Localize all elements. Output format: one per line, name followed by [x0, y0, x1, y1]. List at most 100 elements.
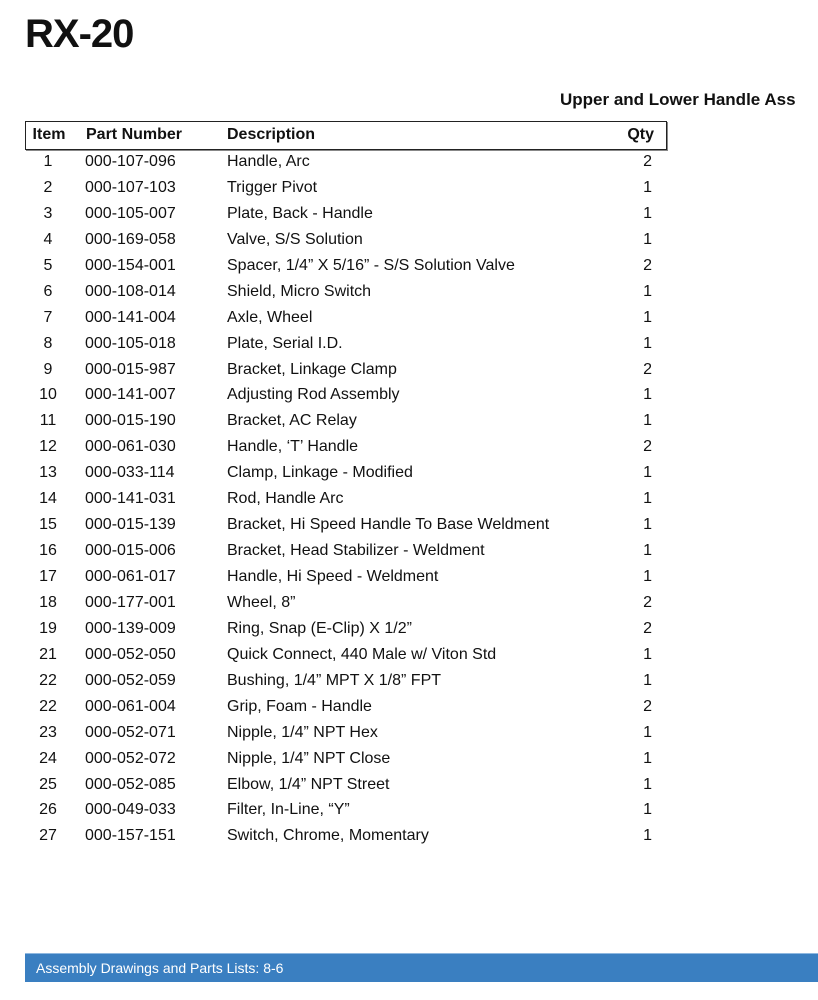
table-row: 19 000-139-009 Ring, Snap (E-Clip) X 1/2” 2 — [25, 617, 667, 643]
qty-cell: 1 — [643, 749, 652, 767]
qty-cell: 1 — [643, 827, 652, 845]
description-cell: Handle, Hi Speed - Weldment — [227, 568, 439, 585]
description-cell: Axle, Wheel — [227, 308, 313, 326]
item-cell: 26 — [39, 801, 57, 819]
qty-cell: 1 — [643, 516, 652, 534]
description-cell: Bracket, Head Stabilizer - Weldment — [227, 542, 485, 560]
item-cell: 15 — [39, 516, 57, 534]
item-cell: 4 — [43, 230, 53, 248]
description-cell: Bushing, 1/4” MPT X 1/8” FPT — [227, 671, 442, 689]
item-cell: 22 — [39, 697, 57, 715]
footer-bar: Assembly Drawings and Parts Lists: 8-6 — [25, 953, 818, 982]
description-cell: Nipple, 1/4” NPT Hex — [227, 723, 378, 741]
table-row: 10 000-141-007 Adjusting Rod Assembly 1 — [25, 383, 667, 409]
description-cell: Bracket, Hi Speed Handle To Base Weldmen… — [227, 516, 550, 534]
qty-cell: 1 — [643, 464, 652, 482]
qty-cell: 1 — [643, 568, 652, 585]
qty-cell: 2 — [643, 360, 652, 378]
description-cell: Handle, ‘T’ Handle — [227, 438, 359, 456]
header-item: Item — [32, 126, 66, 143]
part-number-cell: 000-061-030 — [85, 438, 176, 456]
header-qty: Qty — [627, 126, 654, 143]
qty-cell: 1 — [643, 801, 652, 819]
item-cell: 17 — [39, 568, 57, 585]
table-row: 26 000-049-033 Filter, In-Line, “Y” 1 — [25, 798, 667, 824]
qty-cell: 1 — [643, 671, 652, 689]
qty-cell: 2 — [643, 153, 652, 170]
qty-cell: 2 — [643, 697, 652, 715]
part-number-cell: 000-061-017 — [85, 568, 176, 585]
table-row: 24 000-052-072 Nipple, 1/4” NPT Close 1 — [25, 747, 667, 773]
item-cell: 3 — [43, 204, 53, 222]
footer-text: Assembly Drawings and Parts Lists: 8-6 — [36, 960, 284, 976]
part-number-cell: 000-157-151 — [85, 827, 176, 845]
item-cell: 12 — [39, 438, 57, 456]
part-number-cell: 000-107-103 — [85, 178, 176, 196]
part-number-cell: 000-108-014 — [85, 282, 176, 300]
qty-cell: 2 — [643, 256, 652, 274]
description-cell: Bracket, Linkage Clamp — [227, 360, 397, 378]
table-row: 22 000-061-004 Grip, Foam - Handle 2 — [25, 695, 667, 721]
header-description: Description — [227, 126, 316, 143]
header-part-number: Part Number — [86, 126, 183, 143]
qty-cell: 2 — [643, 619, 652, 637]
part-number-cell: 000-169-058 — [85, 230, 176, 248]
item-cell: 25 — [39, 775, 57, 793]
part-number-cell: 000-015-006 — [85, 542, 176, 560]
description-cell: Grip, Foam - Handle — [227, 697, 372, 715]
item-cell: 9 — [43, 360, 53, 378]
item-cell: 10 — [39, 386, 57, 404]
part-number-cell: 000-141-007 — [85, 386, 176, 404]
description-cell: Valve, S/S Solution — [227, 230, 363, 248]
table-row: 22 000-052-059 Bushing, 1/4” MPT X 1/8” FP… — [25, 669, 667, 695]
part-number-cell: 000-141-004 — [85, 308, 176, 326]
part-number-cell: 000-015-139 — [85, 516, 176, 534]
part-number-cell: 000-105-007 — [85, 204, 176, 222]
description-cell: Trigger Pivot — [227, 178, 318, 196]
part-number-cell: 000-052-072 — [85, 749, 176, 767]
part-number-cell: 000-139-009 — [85, 619, 176, 637]
section-title: Upper and Lower Handle Ass — [560, 90, 796, 109]
item-cell: 11 — [39, 412, 57, 430]
table-row: 25 000-052-085 Elbow, 1/4” NPT Street 1 — [25, 773, 667, 799]
item-cell: 7 — [43, 308, 53, 326]
description-cell: Clamp, Linkage - Modified — [227, 464, 413, 482]
table-row: 9 000-015-987 Bracket, Linkage Clamp 2 — [25, 358, 667, 384]
item-cell: 23 — [39, 723, 57, 741]
part-number-cell: 000-052-085 — [85, 775, 176, 793]
description-cell: Shield, Micro Switch — [227, 282, 372, 300]
qty-cell: 1 — [643, 412, 652, 430]
table-row: 14 000-141-031 Rod, Handle Arc 1 — [25, 487, 667, 513]
part-number-cell: 000-015-987 — [85, 360, 176, 378]
table-row: 18 000-177-001 Wheel, 8” 2 — [25, 591, 667, 617]
qty-cell: 1 — [643, 645, 652, 663]
table-row: 21 000-052-050 Quick Connect, 440 Male w/ … — [25, 643, 667, 669]
qty-cell: 2 — [643, 593, 652, 611]
part-number-cell: 000-061-004 — [85, 697, 176, 715]
description-cell: Quick Connect, 440 Male w/ Viton Std — [227, 645, 497, 663]
table-row: 13 000-033-114 Clamp, Linkage - Modified 1 — [25, 461, 667, 487]
item-cell: 6 — [43, 282, 53, 300]
part-number-cell: 000-033-114 — [85, 464, 175, 482]
item-cell: 27 — [39, 827, 57, 845]
item-cell: 1 — [43, 153, 53, 170]
description-cell: Wheel, 8” — [227, 593, 296, 611]
part-number-cell: 000-015-190 — [85, 412, 176, 430]
table-row: 17 000-061-017 Handle, Hi Speed - Weldment… — [25, 565, 667, 591]
qty-cell: 1 — [643, 178, 652, 196]
part-number-cell: 000-177-001 — [85, 593, 176, 611]
qty-cell: 1 — [643, 282, 652, 300]
part-number-cell: 000-049-033 — [85, 801, 176, 819]
item-cell: 2 — [43, 178, 53, 196]
item-cell: 22 — [39, 671, 57, 689]
qty-cell: 1 — [643, 723, 652, 741]
description-cell: Elbow, 1/4” NPT Street — [227, 775, 390, 793]
table-row: 2 000-107-103 Trigger Pivot 1 — [25, 176, 667, 202]
description-cell: Plate, Serial I.D. — [227, 334, 343, 352]
part-number-cell: 000-154-001 — [85, 256, 176, 274]
description-cell: Filter, In-Line, “Y” — [227, 801, 350, 819]
description-cell: Ring, Snap (E-Clip) X 1/2” — [227, 619, 412, 637]
part-number-cell: 000-052-059 — [85, 671, 176, 689]
qty-cell: 1 — [643, 204, 652, 222]
qty-cell: 1 — [643, 230, 652, 248]
